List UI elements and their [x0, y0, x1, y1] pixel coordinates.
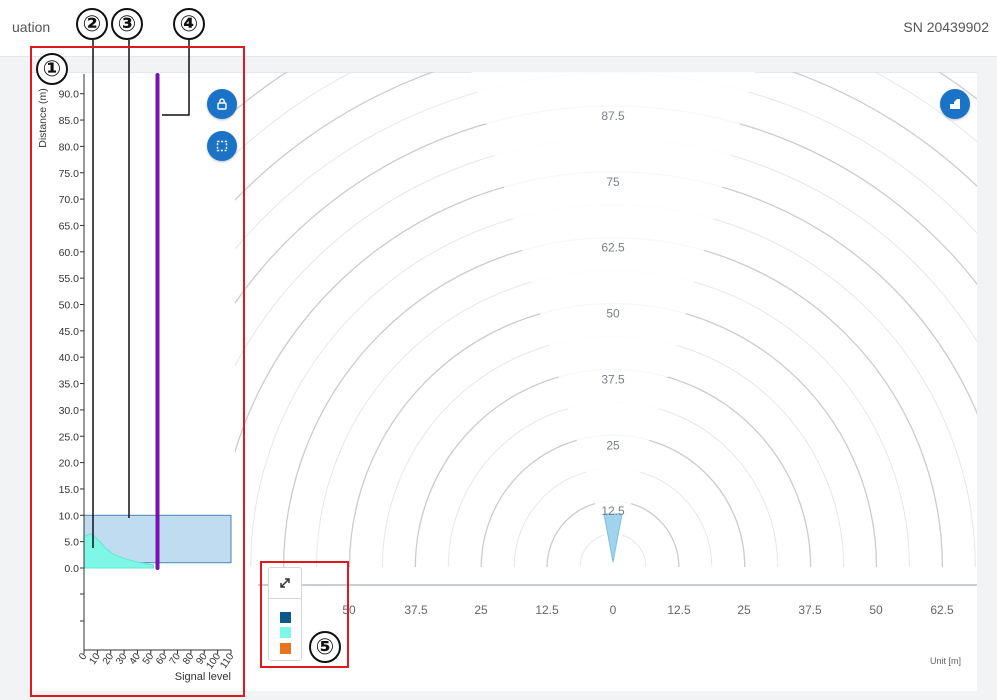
- view-mode-button[interactable]: [940, 89, 970, 119]
- signal-y-tick-label: 75.0: [59, 168, 80, 180]
- radar-ring-label: 75: [606, 175, 620, 189]
- signal-y-tick-label: 10.0: [59, 510, 80, 522]
- radar-axis-tick-label: 37.5: [798, 603, 822, 617]
- signal-y-tick-label: 40.0: [59, 352, 80, 364]
- signal-y-tick-label: 20.0: [59, 458, 80, 470]
- callout-5: ⑤: [309, 631, 341, 663]
- signal-y-tick-label: 45.0: [59, 326, 80, 338]
- legend-panel: [268, 567, 302, 661]
- serial-number: SN 20439902: [903, 19, 989, 35]
- signal-y-tick-label: 35.0: [59, 379, 80, 391]
- signal-y-tick-label: 80.0: [59, 141, 80, 153]
- expand-button[interactable]: [269, 568, 301, 599]
- radar-plot: 87.5 75 62.5 50 37.5 25 12.5: [235, 72, 977, 567]
- radar-axis-tick-label: 50: [869, 603, 883, 617]
- radar-axis-tick-label: 25: [474, 603, 488, 617]
- legend-swatch-3: [280, 643, 291, 654]
- page-title: uation: [12, 19, 51, 35]
- radar-beam: [603, 513, 623, 563]
- radar-ring-label: 62.5: [601, 241, 625, 255]
- lock-icon: [217, 98, 227, 110]
- radar-ring-label: 12.5: [601, 504, 625, 518]
- callout-3: ③: [111, 8, 143, 40]
- radar-ring-label: 50: [606, 307, 620, 321]
- signal-y-tick-label: 60.0: [59, 247, 80, 259]
- signal-y-tick-label: 5.0: [64, 537, 79, 549]
- expand-icon: [280, 578, 290, 588]
- radar-ring-label: 37.5: [601, 372, 625, 386]
- radar-axis-tick-label: 12.5: [535, 603, 559, 617]
- signal-y-tick-label: 25.0: [59, 431, 80, 443]
- legend-swatch-2: [280, 627, 291, 638]
- callout-1: ①: [36, 53, 68, 85]
- radar-wedge: [471, 72, 755, 567]
- highlight-box-signal-chart: [30, 46, 245, 697]
- signal-y-tick-label: 90.0: [59, 89, 80, 101]
- radar-axis-tick-label: 25: [737, 603, 751, 617]
- radar-axis-tick-label: 50: [342, 603, 356, 617]
- signal-profile: [83, 533, 154, 569]
- unit-label: Unit [m]: [930, 656, 962, 666]
- callout-4: ④: [173, 8, 205, 40]
- callout-leader-4: [162, 40, 190, 116]
- highlight-box-legend: [260, 561, 349, 668]
- radar-axis-tick-label: 37.5: [404, 603, 428, 617]
- signal-y-axis-label: Distance (m): [37, 88, 49, 148]
- select-region-icon: [216, 140, 228, 152]
- signal-x-axis-label: Signal level: [175, 671, 231, 683]
- radar-ring-label: 87.5: [601, 109, 625, 123]
- signal-y-tick-label: 55.0: [59, 273, 80, 285]
- view-mode-icon: [950, 99, 960, 109]
- signal-y-tick-label: 50.0: [59, 300, 80, 312]
- radar-ring-label: 25: [606, 438, 620, 452]
- signal-y-tick-label: 0.0: [64, 563, 79, 575]
- legend-swatch-1: [280, 612, 291, 623]
- signal-y-tick-label: 65.0: [59, 220, 80, 232]
- callout-2: ②: [76, 8, 108, 40]
- signal-y-tick-label: 15.0: [59, 484, 80, 496]
- lock-button[interactable]: [207, 89, 237, 119]
- select-region-button[interactable]: [207, 131, 237, 161]
- signal-x-tick-label: 0: [77, 651, 89, 662]
- signal-y-tick-label: 85.0: [59, 115, 80, 127]
- radar-axis-tick-label: 0: [610, 603, 617, 617]
- signal-y-tick-label: 30.0: [59, 405, 80, 417]
- radar-x-axis: 50 37.5 25 12.5 0 12.5 25 37.5 50 62.5: [258, 584, 977, 617]
- radar-axis-tick-label: 62.5: [930, 603, 954, 617]
- signal-y-tick-label: 70.0: [59, 194, 80, 206]
- radar-axis-tick-label: 12.5: [667, 603, 691, 617]
